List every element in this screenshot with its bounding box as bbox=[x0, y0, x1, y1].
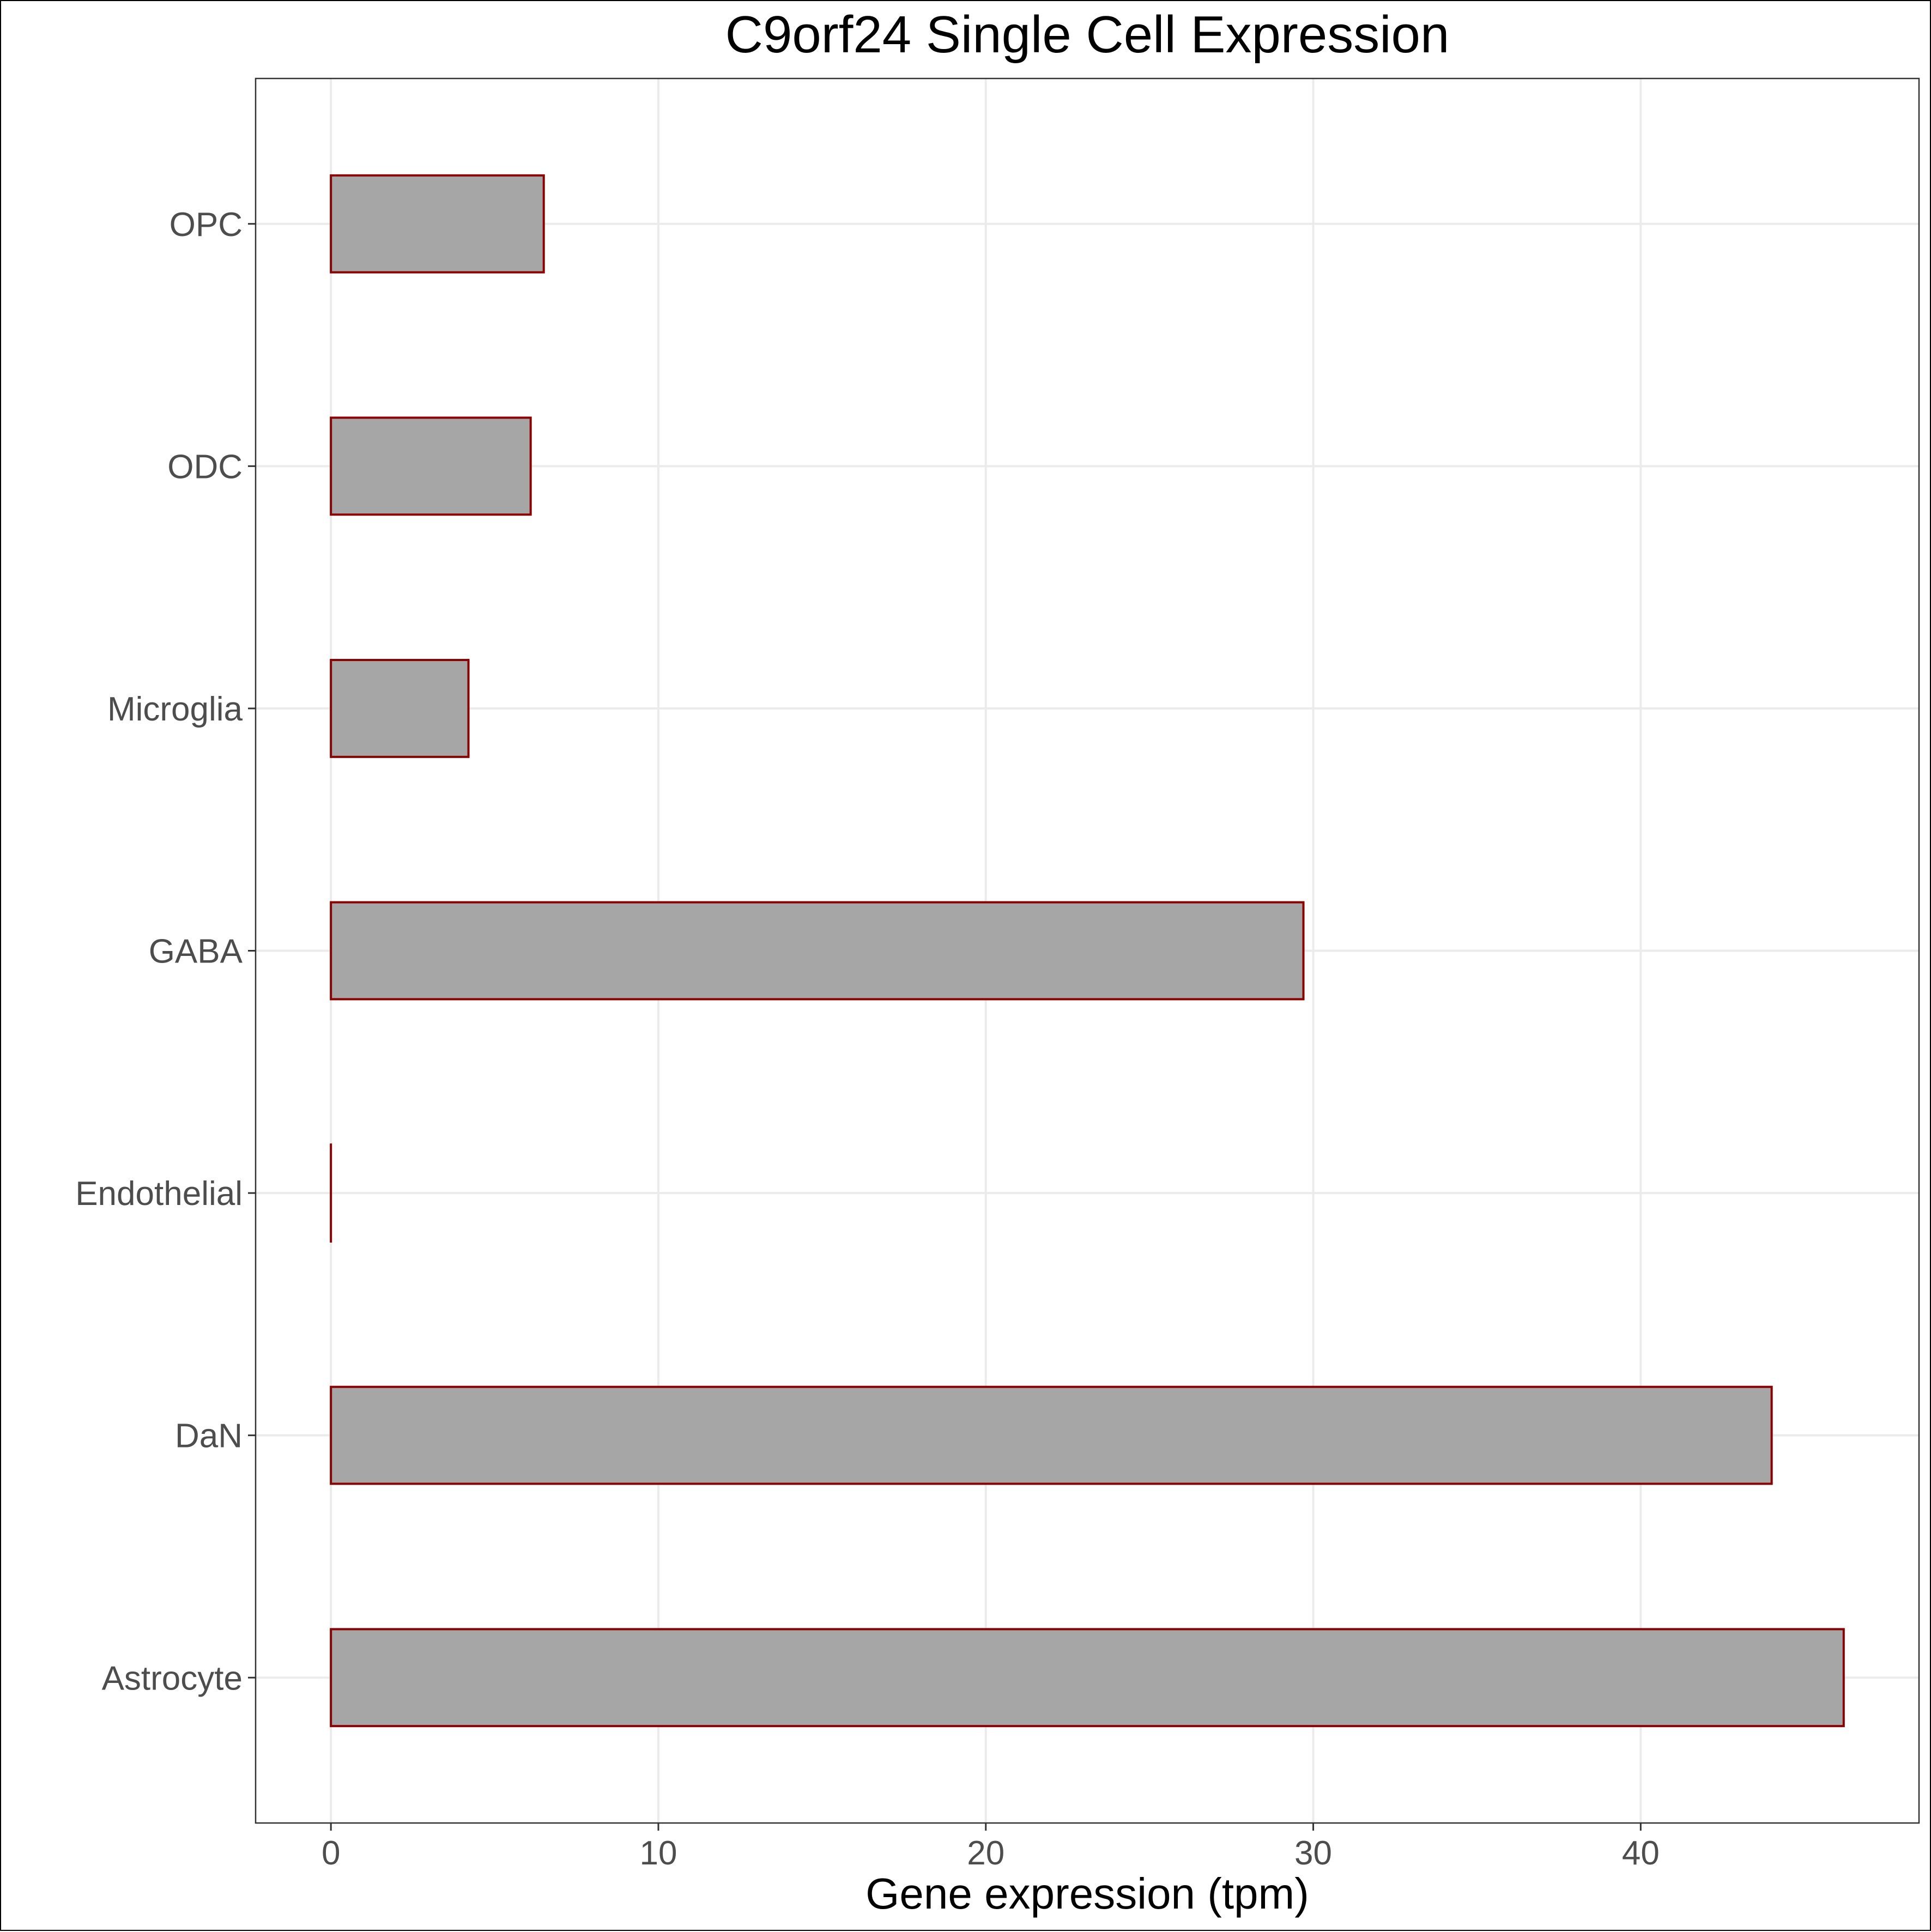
y-tick-label: Endothelial bbox=[75, 1175, 243, 1213]
bar-dan bbox=[331, 1387, 1771, 1484]
x-tick-label: 30 bbox=[1294, 1834, 1332, 1872]
bar-odc bbox=[331, 417, 530, 514]
y-tick-label: DaN bbox=[175, 1418, 243, 1455]
bar-microglia bbox=[331, 660, 468, 757]
axis-ticks: 0 10 20 30 40 Astrocyte DaN Endothelial GABA Micr… bbox=[75, 206, 1660, 1872]
y-tick-label: OPC bbox=[170, 206, 243, 244]
y-tick-label: ODC bbox=[167, 448, 243, 486]
x-tick-label: 20 bbox=[967, 1834, 1004, 1872]
bar-gaba bbox=[331, 903, 1303, 1000]
bar-opc bbox=[331, 175, 544, 272]
y-tick-label: Microglia bbox=[107, 691, 243, 728]
chart-title: C9orf24 Single Cell Expression bbox=[725, 5, 1450, 64]
x-tick-label: 10 bbox=[639, 1834, 677, 1872]
x-axis-title: Gene expression (tpm) bbox=[865, 1869, 1309, 1918]
y-tick-label: Astrocyte bbox=[102, 1660, 243, 1697]
x-tick-label: 40 bbox=[1622, 1834, 1660, 1872]
bar-astrocyte bbox=[331, 1629, 1844, 1726]
y-tick-label: GABA bbox=[149, 933, 243, 971]
x-tick-label: 0 bbox=[322, 1834, 340, 1872]
